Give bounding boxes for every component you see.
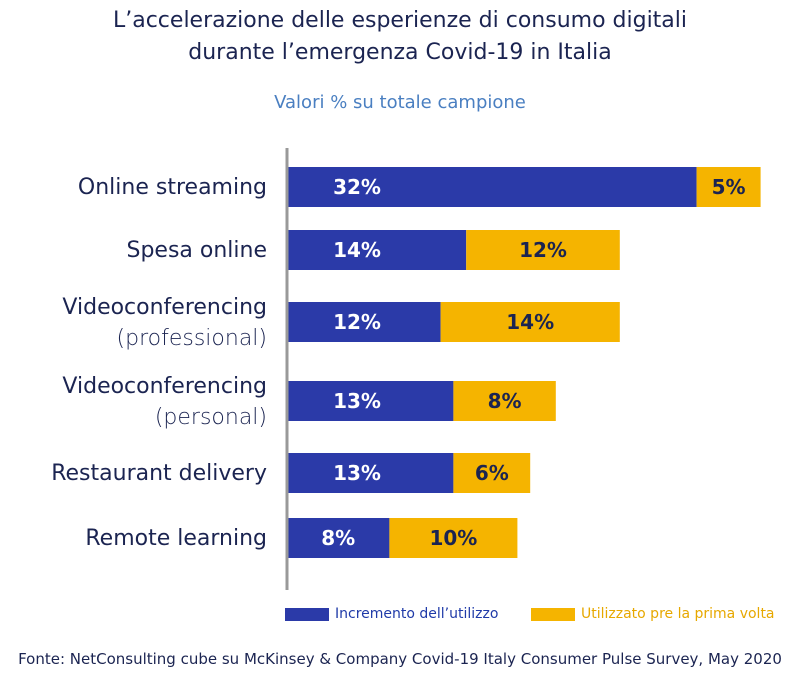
- bar-increase: [287, 302, 441, 342]
- chart-title-line-1: L’accelerazione delle esperienze di cons…: [112, 8, 688, 33]
- legend-label-first-time: Utilizzato pre la prima volta: [581, 606, 775, 622]
- legend-swatch-first-time: [531, 607, 575, 621]
- bar-first-time: [440, 302, 620, 342]
- bar-first-time: [696, 167, 761, 207]
- chart-subtitle: Valori % su totale campione: [274, 92, 526, 113]
- category-sublabel: (personal): [155, 405, 267, 430]
- category-sublabel: (professional): [117, 326, 267, 351]
- bar-first-time: [453, 381, 556, 421]
- value-label-first-time: 14%: [506, 310, 554, 334]
- legend-item-first-time: Utilizzato pre la prima volta: [531, 606, 775, 622]
- value-label-increase: 14%: [333, 238, 381, 262]
- bar-first-time: [466, 230, 620, 270]
- bar-increase: [287, 518, 390, 558]
- bar-increase: [287, 381, 454, 421]
- category-label: Remote learning: [85, 526, 267, 551]
- value-label-increase: 13%: [333, 461, 381, 485]
- category-label: Videoconferencing: [62, 374, 267, 399]
- category-label: Videoconferencing: [62, 295, 267, 320]
- stacked-bar-chart: 32% 5% Online streaming 14% 12% Spesa online 1…: [51, 148, 761, 590]
- category-label: Restaurant delivery: [51, 461, 267, 486]
- bar-increase: [287, 230, 467, 270]
- bar-increase: [287, 167, 697, 207]
- chart-title-line-2: durante l’emergenza Covid-19 in Italia: [188, 40, 612, 65]
- value-label-increase: 8%: [321, 526, 355, 550]
- value-label-increase: 32%: [333, 175, 381, 199]
- value-label-increase: 12%: [333, 310, 381, 334]
- legend-item-increase: Incremento dell’utilizzo: [285, 606, 498, 622]
- value-label-first-time: 8%: [488, 389, 522, 413]
- value-label-first-time: 10%: [429, 526, 477, 550]
- legend-label-increase: Incremento dell’utilizzo: [335, 606, 499, 622]
- bar-first-time: [453, 453, 531, 493]
- bar-first-time: [389, 518, 518, 558]
- legend-swatch-increase: [285, 607, 329, 621]
- value-label-first-time: 5%: [712, 175, 746, 199]
- category-label: Online streaming: [78, 175, 267, 200]
- bar-increase: [287, 453, 454, 493]
- source-note: Fonte: NetConsulting cube su McKinsey & …: [18, 650, 782, 668]
- value-label-first-time: 12%: [519, 238, 567, 262]
- value-label-increase: 13%: [333, 389, 381, 413]
- category-label: Spesa online: [126, 238, 267, 263]
- value-label-first-time: 6%: [475, 461, 509, 485]
